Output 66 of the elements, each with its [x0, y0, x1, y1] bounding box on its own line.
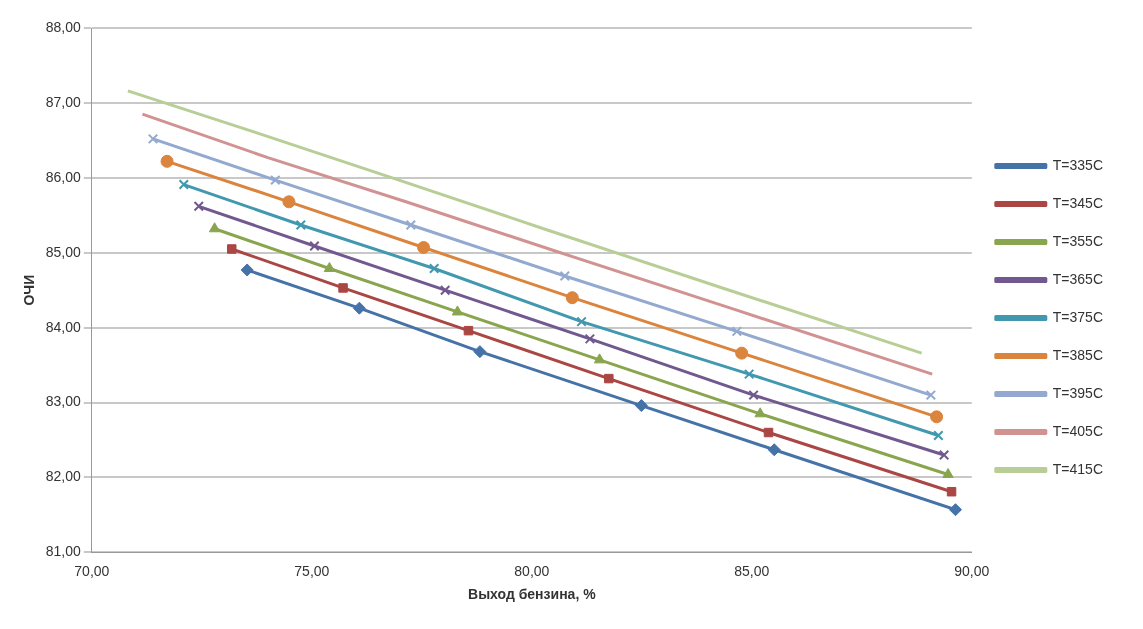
point: [323, 261, 336, 272]
point: [473, 345, 487, 359]
point: [439, 284, 451, 296]
point: [576, 316, 587, 327]
point: [282, 195, 296, 209]
legend-label: T=335C: [1052, 156, 1104, 173]
point: [565, 291, 579, 305]
point: [754, 407, 766, 418]
point: [584, 333, 596, 345]
x-tick-label: 85,00: [734, 562, 770, 579]
point: [593, 353, 606, 364]
y-tick-label: 84,00: [45, 318, 82, 335]
point: [193, 201, 204, 212]
point: [309, 240, 320, 252]
point: [942, 467, 954, 478]
point: [463, 325, 474, 336]
point: [405, 219, 417, 231]
point: [208, 222, 221, 233]
legend-label: T=375C: [1052, 308, 1104, 325]
y-tick-label: 86,00: [45, 168, 82, 185]
y-tick-label: 87,00: [45, 93, 82, 110]
point: [352, 301, 366, 315]
y-tick-label: 81,00: [45, 543, 82, 560]
legend-label: T=405C: [1052, 422, 1104, 439]
x-tick-label: 70,00: [74, 562, 110, 579]
point: [338, 283, 348, 293]
point: [428, 263, 440, 274]
x-tick-label: 90,00: [954, 562, 990, 579]
legend-label: T=355C: [1052, 232, 1104, 249]
legend-label: T=345C: [1052, 194, 1104, 211]
point: [178, 179, 190, 190]
x-tick-label: 80,00: [514, 562, 550, 579]
y-tick-label: 83,00: [45, 393, 82, 410]
point: [240, 263, 254, 277]
point: [295, 219, 307, 231]
y-axis-title: ОЧИ: [21, 274, 38, 306]
point: [735, 346, 749, 360]
y-tick-label: 85,00: [45, 243, 82, 260]
point: [270, 174, 281, 186]
legend-label: T=385C: [1052, 346, 1104, 363]
y-tick-label: 82,00: [45, 468, 82, 485]
x-axis-title: Выход бензина, %: [468, 586, 597, 603]
point: [559, 270, 571, 282]
point: [160, 154, 174, 168]
point: [930, 410, 944, 424]
point: [763, 427, 774, 438]
legend-label: T=395C: [1052, 384, 1104, 401]
x-tick-label: 75,00: [294, 562, 330, 579]
legend-label: T=365C: [1052, 270, 1104, 287]
point: [227, 244, 237, 254]
point: [451, 305, 464, 316]
point: [925, 389, 937, 401]
point: [748, 389, 759, 401]
y-tick-label: 88,00: [45, 18, 82, 35]
point: [604, 373, 614, 384]
point: [147, 133, 159, 145]
point: [731, 326, 743, 337]
point: [634, 399, 648, 413]
point: [767, 443, 781, 457]
legend-label: T=415C: [1052, 460, 1104, 477]
point: [949, 503, 963, 517]
point: [946, 486, 957, 497]
point: [933, 430, 944, 441]
point: [743, 368, 755, 380]
point: [938, 449, 950, 461]
point: [417, 241, 431, 254]
